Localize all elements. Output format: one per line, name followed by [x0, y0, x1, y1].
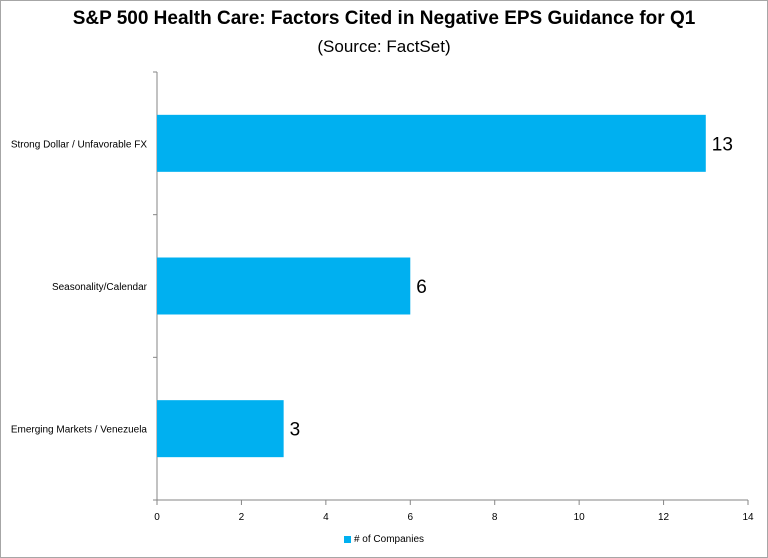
legend: # of Companies: [0, 534, 768, 545]
legend-label: # of Companies: [353, 534, 425, 545]
bar: [157, 400, 284, 458]
x-tick-label: 0: [154, 512, 160, 523]
chart-title: S&P 500 Health Care: Factors Cited in Ne…: [72, 8, 696, 29]
x-tick-label: 4: [323, 512, 329, 523]
bar: [157, 257, 411, 315]
data-label: 6: [416, 277, 427, 298]
category-label: Strong Dollar / Unfavorable FX: [11, 139, 148, 150]
x-tick-label: 12: [658, 512, 670, 523]
x-tick-label: 8: [492, 512, 498, 523]
x-tick-label: 10: [574, 512, 586, 523]
legend-swatch: [343, 536, 351, 543]
x-tick-label: 2: [239, 512, 245, 523]
bar: [157, 114, 706, 172]
data-label: 3: [290, 420, 301, 441]
data-label: 13: [712, 134, 733, 155]
category-label: Emerging Markets / Venezuela: [11, 425, 148, 436]
category-label: Seasonality/Calendar: [52, 282, 148, 293]
x-tick-label: 14: [742, 512, 754, 523]
x-tick-label: 6: [408, 512, 414, 523]
chart-subtitle: (Source: FactSet): [317, 37, 451, 56]
